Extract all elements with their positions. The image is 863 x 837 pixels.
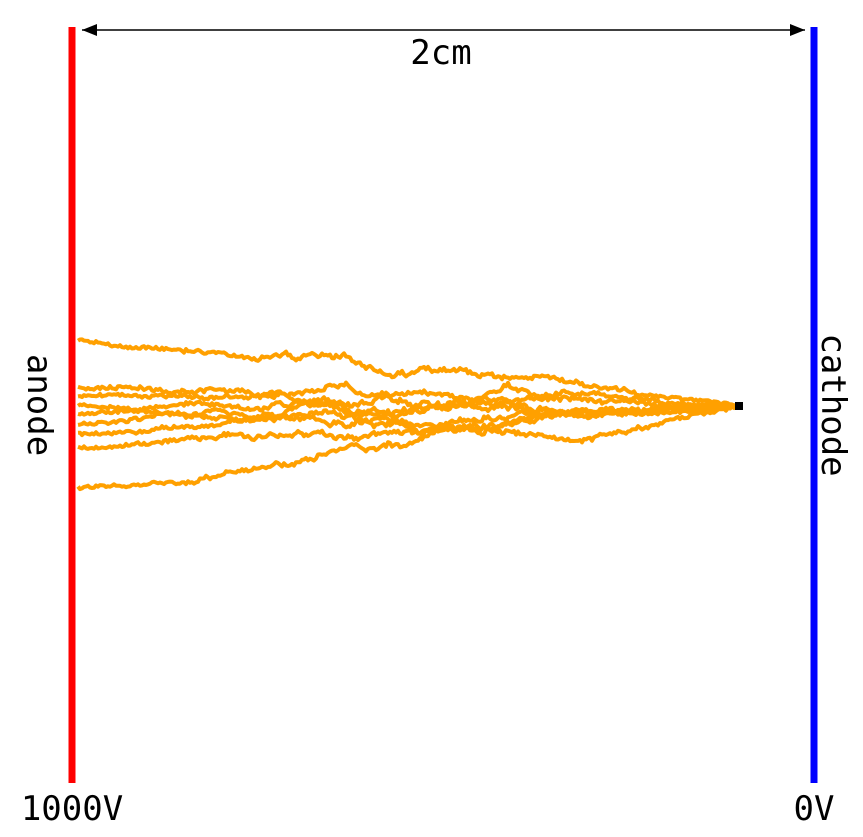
electron-path [76, 403, 739, 492]
source-point [735, 402, 743, 410]
anode-voltage: 1000V [21, 789, 123, 829]
dimension-label: 2cm [410, 33, 471, 73]
electron-paths [76, 337, 740, 492]
electron-path [76, 337, 740, 409]
cathode-label: cathode [813, 333, 853, 476]
electron-path [77, 403, 740, 451]
cathode-voltage: 0V [794, 789, 835, 829]
anode-label: anode [19, 354, 59, 456]
